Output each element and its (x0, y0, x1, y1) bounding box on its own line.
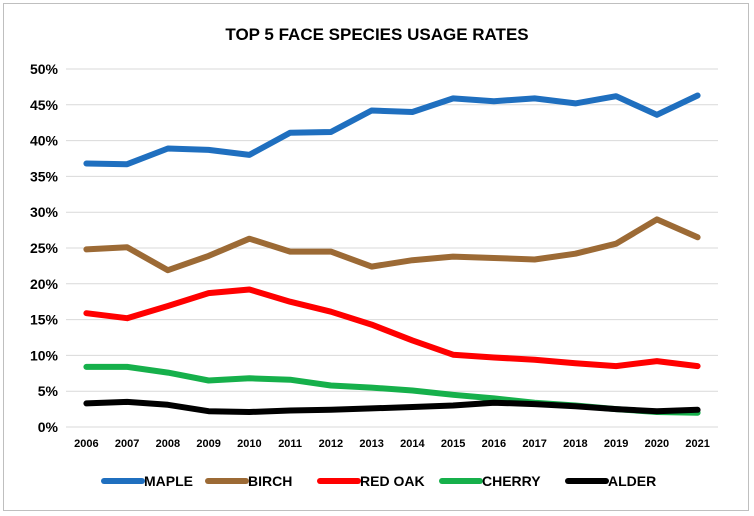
x-tick-label: 2021 (685, 438, 709, 450)
x-tick-label: 2016 (482, 438, 506, 450)
y-tick-label: 30% (30, 204, 59, 220)
chart-frame (3, 3, 749, 511)
x-tick-label: 2020 (645, 438, 669, 450)
legend-label-alder: ALDER (608, 473, 656, 489)
y-tick-label: 20% (30, 276, 59, 292)
x-tick-label: 2008 (156, 438, 180, 450)
x-tick-label: 2019 (604, 438, 628, 450)
x-tick-label: 2009 (196, 438, 220, 450)
y-tick-label: 50% (30, 61, 59, 77)
y-tick-label: 25% (30, 240, 59, 256)
y-tick-label: 45% (30, 97, 59, 113)
y-tick-label: 35% (30, 168, 59, 184)
x-tick-label: 2012 (319, 438, 343, 450)
y-axis-ticks: 0% 5% 10% 15% 20% 25% 30% 35% 40% 45% 50% (30, 61, 59, 435)
legend: MAPLE BIRCH RED OAK CHERRY ALDER (101, 473, 656, 489)
y-tick-label: 5% (38, 383, 59, 399)
series-line-maple (83, 92, 701, 168)
x-tick-label: 2013 (359, 438, 383, 450)
legend-label-maple: MAPLE (144, 473, 193, 489)
x-tick-label: 2010 (237, 438, 261, 450)
y-tick-label: 10% (30, 347, 59, 363)
series-line-birch (83, 216, 701, 274)
x-tick-label: 2011 (278, 438, 302, 450)
series-line-alder (83, 398, 701, 415)
x-tick-label: 2007 (115, 438, 139, 450)
x-axis-ticks: 2006 2007 2008 2009 2010 2011 2012 2013 2014 2015… (74, 438, 710, 450)
x-tick-label: 2018 (563, 438, 587, 450)
legend-label-cherry: CHERRY (482, 473, 541, 489)
x-tick-label: 2015 (441, 438, 465, 450)
y-tick-label: 0% (38, 419, 59, 435)
chart-title: TOP 5 FACE SPECIES USAGE RATES (225, 25, 528, 44)
y-tick-label: 15% (30, 312, 59, 328)
series-line-red-oak (83, 286, 701, 370)
y-tick-label: 40% (30, 133, 59, 149)
x-tick-label: 2006 (74, 438, 98, 450)
series-lines (83, 92, 701, 416)
x-tick-label: 2017 (522, 438, 546, 450)
legend-label-birch: BIRCH (248, 473, 292, 489)
legend-label-red-oak: RED OAK (360, 473, 425, 489)
x-tick-label: 2014 (400, 438, 425, 450)
